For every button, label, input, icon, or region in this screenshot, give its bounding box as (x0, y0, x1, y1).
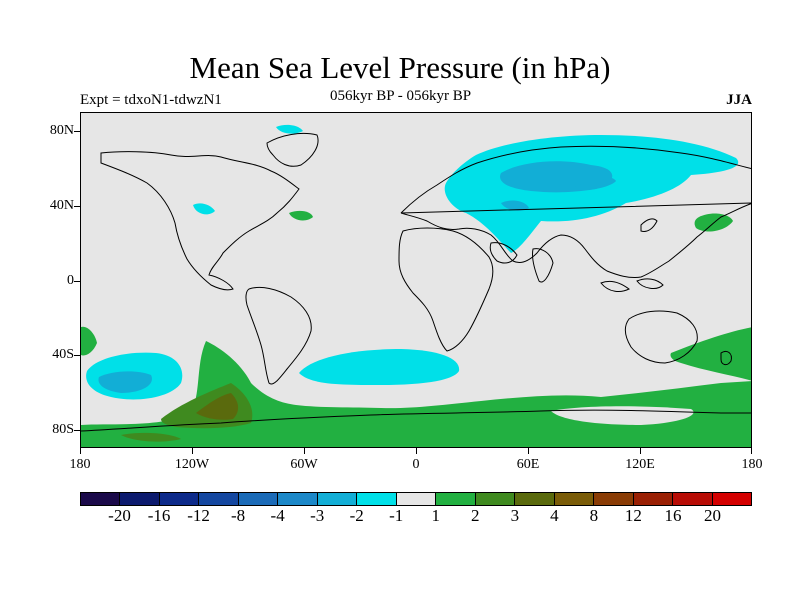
period-subtitle: 056kyr BP - 056kyr BP (330, 88, 472, 104)
colorbar-labels: -20 -16 -12 -8 -4 -3 -2 -1 1 2 3 4 8 12 16 20 (80, 506, 752, 530)
colorbar-swatch (278, 493, 318, 505)
colorbar-swatch (238, 493, 279, 505)
colorbar-label: 20 (703, 506, 721, 525)
colorbar-swatch (199, 493, 239, 505)
colorbar-swatch (554, 493, 595, 505)
colorbar-swatch (357, 493, 397, 505)
colorbar (80, 492, 752, 506)
lat-tick-label: 0 (67, 273, 74, 288)
colorbar-label: -3 (310, 506, 325, 525)
colorbar-swatch (515, 493, 555, 505)
lon-tick-label: 120E (625, 457, 655, 472)
australia-positive-anomaly (670, 327, 751, 381)
colorbar-swatch (594, 493, 634, 505)
colorbar-swatch (673, 493, 713, 505)
lon-tick-label: 0 (412, 457, 420, 472)
colorbar-label: 8 (589, 506, 599, 525)
lon-tick-label: 120W (174, 457, 210, 472)
lon-tick-label: 60W (290, 457, 318, 472)
antarctic-green-sliver (121, 432, 181, 442)
lon-tick-mark (416, 448, 417, 454)
lat-tick-label: 40N (49, 198, 74, 213)
colorbar-label: -2 (349, 506, 364, 525)
pressure-anomaly-map (81, 124, 751, 447)
north-america-negative-spot (193, 203, 215, 215)
lon-tick-label: 60E (516, 457, 540, 472)
colorbar-swatch (633, 493, 674, 505)
map-title: Mean Sea Level Pressure (in hPa) (189, 50, 611, 85)
south-pacific-strong-anomaly (98, 371, 152, 393)
asia-stripe (571, 177, 616, 190)
lon-tick-mark (528, 448, 529, 454)
lat-tick-mark (74, 206, 80, 207)
colorbar-swatch (81, 493, 121, 505)
south-atlantic-negative-anomaly (299, 349, 460, 385)
colorbar-label: 3 (510, 506, 520, 525)
colorbar-label: 1 (431, 506, 441, 525)
lat-tick-label: 80N (49, 123, 74, 138)
colorbar-label: 2 (471, 506, 480, 525)
colorbar-label: 16 (664, 506, 682, 525)
colorbar-label: -1 (389, 506, 404, 525)
colorbar-label: 4 (550, 506, 559, 525)
lon-tick-mark (304, 448, 305, 454)
anomaly-fills (81, 124, 751, 447)
colorbar-swatch (317, 493, 358, 505)
lat-tick-mark (74, 281, 80, 282)
coastlines (81, 132, 751, 432)
colorbar-swatch (159, 493, 200, 505)
lat-tick-mark (74, 355, 80, 356)
lon-tick-mark (640, 448, 641, 454)
atlantic-positive-spot (289, 210, 313, 221)
colorbar-label: -12 (187, 506, 210, 525)
himalaya-strong-spot (501, 200, 529, 211)
lat-tick-label: 80S (52, 422, 74, 437)
colorbar-label: -20 (108, 506, 131, 525)
colorbar-swatch (436, 493, 476, 505)
lat-tick-mark (74, 430, 80, 431)
lon-tick-mark (80, 448, 81, 454)
asia-negative-anomaly (444, 135, 739, 253)
lon-tick-mark (751, 448, 752, 454)
colorbar-swatch (475, 493, 516, 505)
colorbar-swatch (712, 493, 751, 505)
south-pacific-peak-positive (196, 393, 239, 420)
map-panel (80, 112, 752, 448)
lon-tick-label: 180 (741, 457, 763, 472)
colorbar-swatch (396, 493, 437, 505)
lon-tick-label: 180 (69, 457, 91, 472)
colorbar-label: -4 (270, 506, 285, 525)
colorbar-label: 12 (624, 506, 642, 525)
greenland-negative-anomaly (276, 124, 303, 134)
lon-tick-mark (192, 448, 193, 454)
experiment-label: Expt = tdxoN1-tdwzN1 (80, 92, 222, 108)
colorbar-swatch (120, 493, 160, 505)
lat-tick-label: 40S (52, 347, 74, 362)
colorbar-label: -8 (231, 506, 246, 525)
dateline-positive-spot (81, 326, 97, 356)
colorbar-label: -16 (147, 506, 171, 525)
season-label: JJA (726, 92, 752, 108)
lat-tick-mark (74, 131, 80, 132)
